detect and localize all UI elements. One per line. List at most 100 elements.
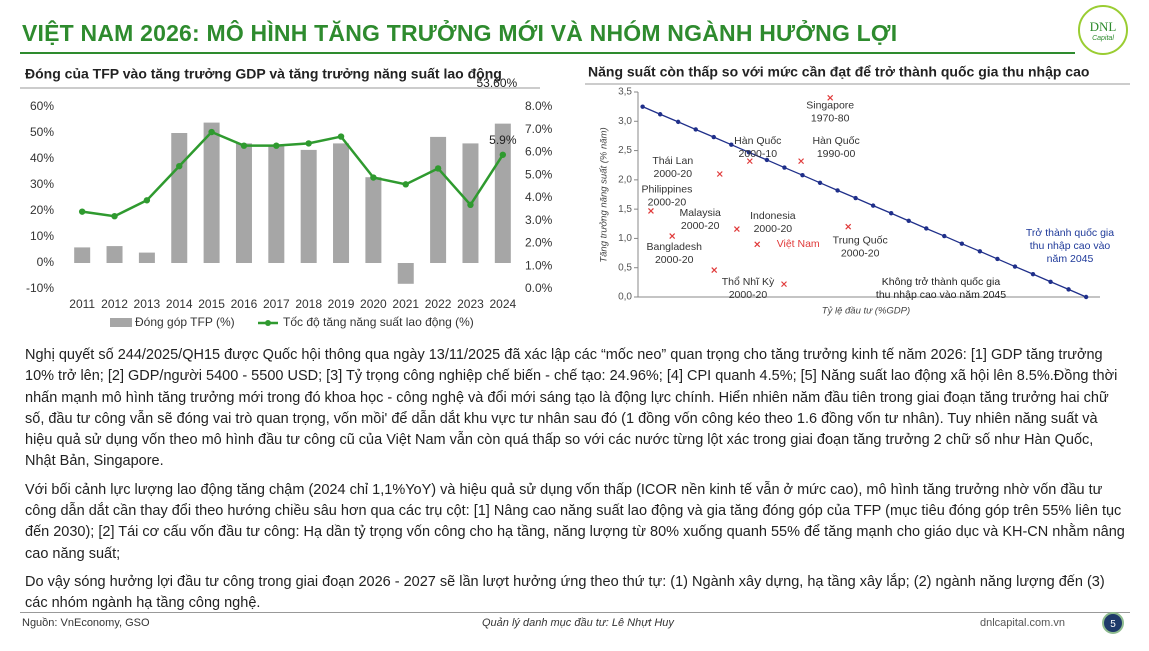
y2-tick-label: 7.0% bbox=[525, 122, 553, 136]
line-marker bbox=[924, 226, 929, 231]
x-tick-label: 2018 bbox=[295, 297, 322, 311]
y2-tick-label: 8.0% bbox=[525, 99, 553, 113]
line-marker bbox=[111, 213, 118, 220]
legend-label: Đóng góp TFP (%) bbox=[135, 315, 235, 329]
title-rule bbox=[20, 52, 1075, 54]
point-label: Hàn Quốc bbox=[734, 135, 781, 147]
line-marker bbox=[1066, 287, 1071, 292]
point-period: 1970-80 bbox=[811, 113, 850, 125]
y-tick-label: 20% bbox=[30, 203, 54, 217]
y-tick-label: 0,5 bbox=[618, 262, 632, 273]
line-marker bbox=[402, 181, 409, 188]
x-tick-label: 2020 bbox=[360, 297, 387, 311]
point bbox=[845, 223, 852, 230]
y-tick-label: 0,0 bbox=[618, 292, 632, 303]
point-label: Việt Nam bbox=[777, 238, 820, 250]
line-marker bbox=[640, 104, 645, 109]
y-tick-label: 1,5 bbox=[618, 204, 632, 215]
bar bbox=[430, 136, 447, 263]
bar bbox=[397, 263, 414, 284]
line-marker bbox=[711, 134, 716, 140]
line-marker bbox=[143, 197, 151, 204]
bar bbox=[300, 149, 317, 263]
logo: DNL Capital bbox=[1078, 5, 1128, 55]
x-tick-label: 2021 bbox=[392, 297, 419, 311]
x-tick-label: 2014 bbox=[166, 297, 193, 311]
line-marker bbox=[888, 211, 894, 216]
paragraph: Nghị quyết số 244/2025/QH15 được Quốc hộ… bbox=[25, 347, 1118, 470]
point bbox=[827, 94, 834, 101]
y2-tick-label: 4.0% bbox=[525, 190, 553, 204]
point-period: 2000-20 bbox=[841, 247, 880, 259]
bar bbox=[138, 252, 155, 263]
x-tick-label: 2022 bbox=[425, 297, 452, 311]
line-marker bbox=[995, 256, 1000, 262]
annotation: thu nhập cao vào năm 2045 bbox=[876, 289, 1006, 301]
line-marker bbox=[1012, 264, 1018, 269]
point-label: Bangladesh bbox=[646, 241, 702, 253]
line-marker bbox=[906, 218, 911, 224]
x-tick-label: 2011 bbox=[69, 297, 95, 311]
footer-source: Nguồn: VnEconomy, GSO bbox=[22, 617, 150, 629]
line-marker bbox=[208, 128, 215, 136]
charts: Đóng của TFP vào tăng trưởng GDP và tăng… bbox=[20, 64, 1130, 329]
line-marker bbox=[434, 165, 442, 172]
line-marker bbox=[499, 151, 507, 158]
x-tick-label: 2019 bbox=[328, 297, 355, 311]
bar bbox=[235, 143, 252, 263]
y2-tick-label: 2.0% bbox=[525, 236, 553, 250]
line-marker bbox=[959, 241, 965, 246]
line-marker bbox=[1083, 294, 1089, 300]
point-period: 2000-20 bbox=[654, 168, 693, 180]
point bbox=[669, 233, 676, 240]
line-marker bbox=[782, 165, 787, 170]
y-tick-label: 50% bbox=[30, 125, 54, 139]
point-label: Thái Lan bbox=[652, 155, 693, 167]
point-label: Indonesia bbox=[750, 210, 796, 222]
line-marker bbox=[693, 127, 698, 132]
line-marker bbox=[370, 174, 377, 181]
point bbox=[733, 226, 740, 232]
y2-tick-label: 0.0% bbox=[525, 281, 553, 295]
line bbox=[82, 130, 504, 218]
legend-swatch bbox=[265, 320, 271, 326]
y-tick-label: 1,0 bbox=[618, 233, 632, 244]
line-marker bbox=[977, 249, 983, 254]
line-marker bbox=[817, 180, 823, 185]
y-tick-label: -10% bbox=[26, 281, 54, 295]
line-marker bbox=[273, 142, 280, 149]
logo-sub: Capital bbox=[1092, 35, 1114, 42]
point-label: Malaysia bbox=[679, 207, 721, 219]
point-label: Thổ Nhĩ Kỳ bbox=[722, 276, 775, 288]
x-tick-label: 2012 bbox=[101, 297, 128, 311]
y-tick-label: 10% bbox=[30, 229, 54, 243]
y-tick-label: 40% bbox=[30, 151, 54, 165]
point bbox=[754, 241, 761, 248]
footer-author: Quản lý danh mục đầu tư: Lê Nhựt Huy bbox=[482, 617, 674, 629]
point-label: Trung Quốc bbox=[833, 234, 888, 246]
paragraph: Với bối cảnh lực lượng lao động tăng chậ… bbox=[25, 481, 1125, 562]
line-marker bbox=[675, 119, 681, 125]
annotation: Không trở thành quốc gia bbox=[882, 276, 1001, 288]
annotation: Trở thành quốc gia bbox=[1026, 227, 1114, 239]
footer-site: dnlcapital.com.vn bbox=[980, 617, 1065, 629]
point-period: 2000-20 bbox=[648, 197, 687, 209]
y2-tick-label: 6.0% bbox=[525, 145, 553, 159]
point bbox=[798, 158, 805, 165]
chart-title: Năng suất còn thấp so với mức cần đạt để… bbox=[588, 64, 1089, 80]
y-tick-label: 3,5 bbox=[618, 87, 632, 98]
x-axis-title: Tỷ lệ đầu tư (%GDP) bbox=[822, 306, 910, 317]
x-tick-label: 2016 bbox=[231, 297, 258, 311]
point bbox=[711, 267, 718, 273]
y-axis-title: Tăng trưởng năng suất (% năm) bbox=[599, 127, 610, 262]
bar bbox=[333, 143, 350, 263]
bar bbox=[494, 123, 511, 263]
y-tick-label: 3,0 bbox=[618, 116, 632, 127]
annotation: năm 2045 bbox=[1047, 253, 1094, 265]
data-label: 5.9% bbox=[489, 133, 517, 147]
y2-tick-label: 3.0% bbox=[525, 213, 553, 227]
point-period: 2000-20 bbox=[754, 223, 793, 235]
line-marker bbox=[729, 142, 734, 147]
